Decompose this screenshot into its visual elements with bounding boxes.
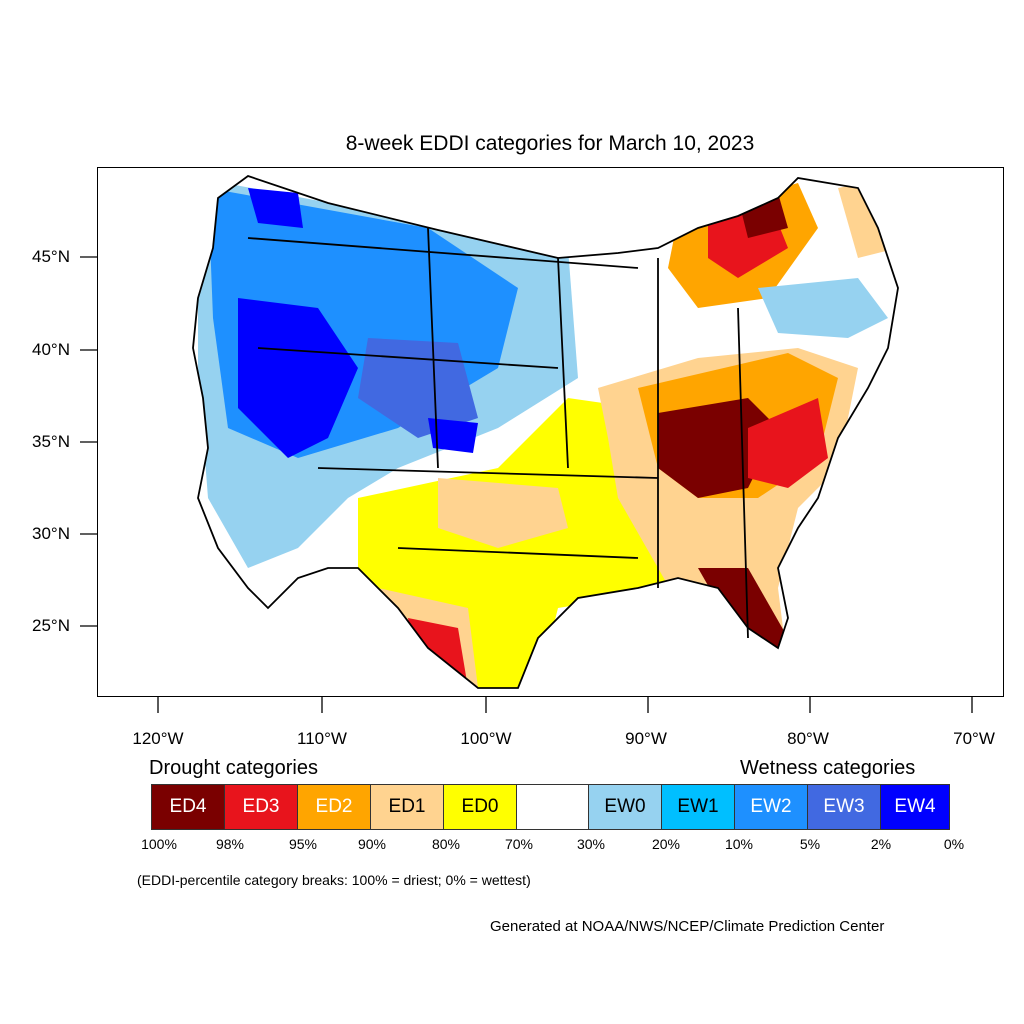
legend-bar: ED4 ED3 ED2 ED1 ED0 EW0 EW1 EW2 EW3 EW4 [151, 784, 950, 830]
legend-label: EW3 [823, 796, 865, 817]
legend-label: ED2 [315, 796, 353, 817]
map-canvas [192, 174, 899, 689]
legend-cell-normal [516, 784, 589, 830]
credit-line: Generated at NOAA/NWS/NCEP/Climate Predi… [490, 918, 885, 935]
lat-tick: 40°N [32, 340, 70, 359]
category-fill [193, 176, 898, 688]
drought-heading: Drought categories [149, 757, 318, 779]
lon-tick: 100°W [460, 729, 512, 748]
coastlines [192, 174, 899, 689]
lon-tick-marks [157, 697, 973, 713]
lon-tick: 70°W [953, 729, 995, 748]
percentile-label: 80% [431, 836, 461, 852]
percentile-row: 100% 98% 95% 90% 80% 70% 30% 20% 10% 5% … [0, 836, 1024, 856]
eddi-map [97, 167, 1004, 697]
legend-cell-ew0: EW0 [588, 784, 662, 830]
legend-label: ED3 [242, 796, 280, 817]
legend-cell-ew2: EW2 [734, 784, 808, 830]
lon-tick: 110°W [297, 729, 347, 748]
legend-label: EW0 [604, 796, 646, 817]
legend-label: EW1 [677, 796, 719, 817]
percentile-label: 90% [357, 836, 387, 852]
legend-label: EW4 [894, 796, 936, 817]
lat-tick-marks [80, 256, 97, 627]
legend-cell-ed3: ED3 [224, 784, 298, 830]
legend-label: ED4 [169, 796, 207, 817]
lon-tick: 120°W [132, 729, 184, 748]
percentile-label: 30% [576, 836, 606, 852]
percentile-label: 95% [288, 836, 318, 852]
lat-tick: 30°N [32, 524, 70, 543]
percentile-label: 0% [943, 836, 965, 852]
percentile-label: 2% [870, 836, 892, 852]
legend-cell-ew3: EW3 [807, 784, 881, 830]
percentile-label: 98% [215, 836, 245, 852]
legend-cell-ed2: ED2 [297, 784, 371, 830]
lat-tick: 25°N [32, 616, 70, 635]
legend-cell-ed0: ED0 [443, 784, 517, 830]
lon-tick: 90°W [625, 729, 667, 748]
legend-cell-ed1: ED1 [370, 784, 444, 830]
percentile-label: 10% [724, 836, 754, 852]
lon-tick: 80°W [787, 729, 829, 748]
legend-label: ED0 [461, 796, 499, 817]
lat-tick: 35°N [32, 432, 70, 451]
wetness-heading: Wetness categories [740, 757, 916, 779]
percentile-label: 5% [799, 836, 821, 852]
legend-label: EW2 [750, 796, 792, 817]
lat-tick: 45°N [32, 247, 70, 266]
category-note: (EDDI-percentile category breaks: 100% =… [137, 872, 531, 888]
legend-label: ED1 [388, 796, 426, 817]
legend-cell-ed4: ED4 [151, 784, 225, 830]
map-title: 8-week EDDI categories for March 10, 202… [345, 132, 755, 155]
percentile-label: 20% [651, 836, 681, 852]
percentile-label: 100% [141, 836, 177, 852]
legend-cell-ew1: EW1 [661, 784, 735, 830]
percentile-label: 70% [504, 836, 534, 852]
legend-cell-ew4: EW4 [880, 784, 950, 830]
